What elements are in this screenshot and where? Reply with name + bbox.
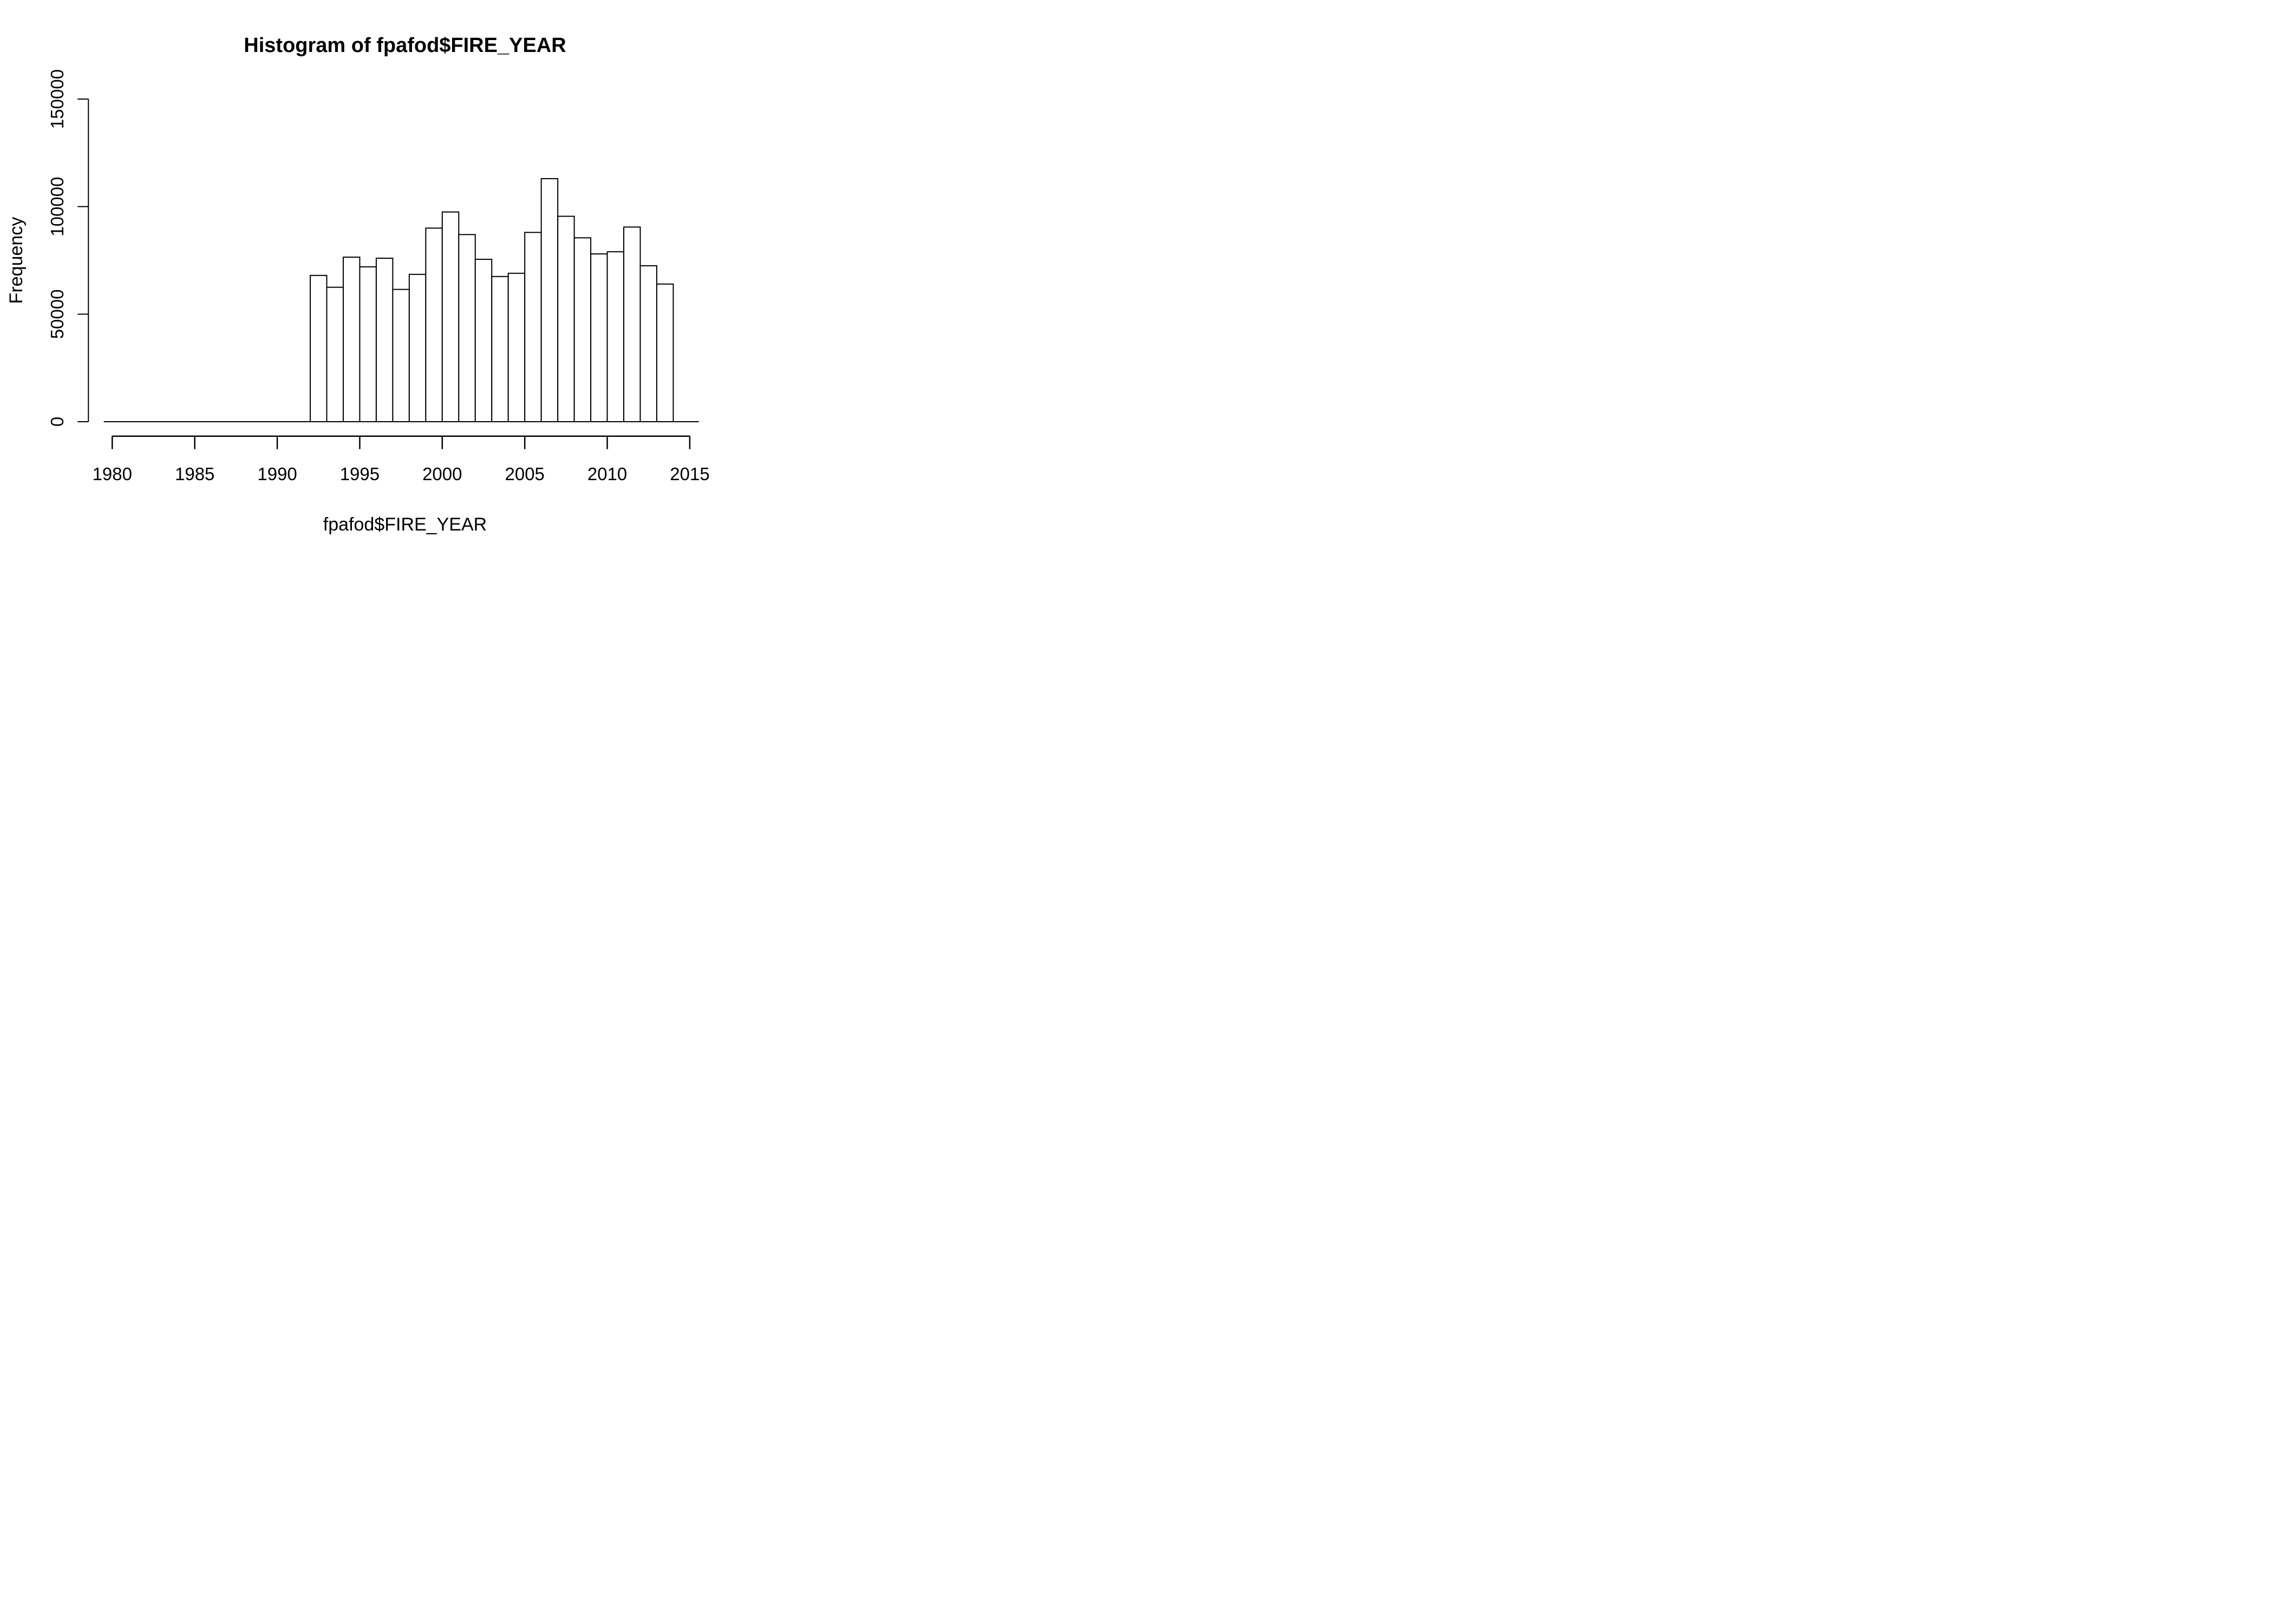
histogram-bar-2008 — [573, 237, 592, 422]
y-tick-label-0: 0 — [47, 417, 67, 427]
x-tick-label-2005: 2005 — [505, 464, 544, 484]
histogram-bar-2001 — [458, 234, 476, 422]
histogram-bar-1999 — [425, 227, 443, 422]
x-axis-group: 1980 1985 1990 1995 2000 2005 2010 2015 — [93, 435, 710, 484]
y-tick-label-100000: 100000 — [47, 177, 67, 237]
histogram-bar-2005 — [524, 232, 542, 422]
histogram-bar-2007 — [557, 215, 575, 422]
bars-group — [310, 178, 674, 423]
histogram-bar-2000 — [441, 211, 460, 422]
histogram-bar-2004 — [507, 272, 526, 422]
histogram-bar-2010 — [606, 251, 625, 422]
x-tick-label-1995: 1995 — [340, 464, 380, 484]
x-axis-label: fpafod$FIRE_YEAR — [323, 514, 487, 535]
histogram-bar-2002 — [474, 259, 493, 422]
y-axis-group: 0 50000 100000 150000 — [47, 69, 89, 427]
histogram-bar-1994 — [342, 257, 361, 422]
x-tick-label-1985: 1985 — [175, 464, 214, 484]
histogram-bar-2006 — [540, 178, 559, 422]
histogram-chart: Histogram of fpafod$FIRE_YEAR fpafod$FIR… — [6, 34, 710, 535]
y-tick-label-150000: 150000 — [47, 69, 67, 129]
histogram-bar-1993 — [326, 286, 344, 422]
histogram-bar-1992 — [310, 274, 328, 422]
histogram-bar-1996 — [375, 258, 394, 422]
histogram-bar-1995 — [359, 266, 377, 422]
y-axis-label: Frequency — [6, 217, 27, 304]
x-tick-label-2000: 2000 — [422, 464, 462, 484]
y-tick-label-50000: 50000 — [47, 289, 67, 339]
histogram-bar-2011 — [623, 226, 641, 422]
histogram-bar-2013 — [656, 283, 674, 423]
histogram-bar-2009 — [590, 253, 608, 422]
histogram-bar-1998 — [408, 273, 427, 422]
x-tick-label-2015: 2015 — [670, 464, 709, 484]
x-tick-label-2010: 2010 — [587, 464, 627, 484]
histogram-bar-1997 — [392, 289, 410, 423]
histogram-bar-2012 — [639, 265, 658, 422]
x-tick-label-1990: 1990 — [257, 464, 297, 484]
histogram-bar-2003 — [491, 276, 509, 422]
histogram-page: Histogram of fpafod$FIRE_YEAR fpafod$FIR… — [0, 0, 758, 541]
x-tick-label-1980: 1980 — [93, 464, 132, 484]
chart-title: Histogram of fpafod$FIRE_YEAR — [244, 34, 566, 57]
